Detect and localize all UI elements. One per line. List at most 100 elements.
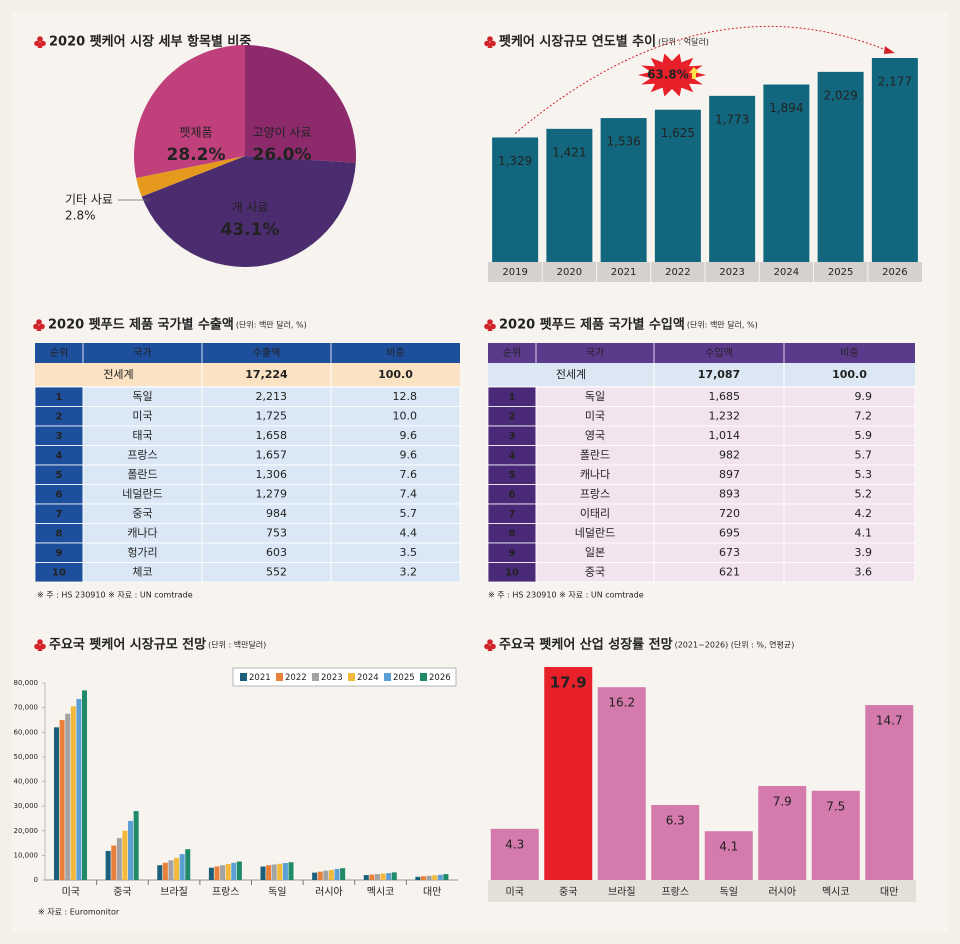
share: 9.6 <box>400 449 418 462</box>
annotation: 63.8% <box>647 68 689 82</box>
country: 캐나다 <box>127 527 157 540</box>
x-tick-label: 미국 <box>506 886 524 898</box>
legend-swatch <box>348 673 355 681</box>
value-label: 1,329 <box>498 154 532 168</box>
country: 폴란드 <box>127 468 157 481</box>
header-cell: 비중 <box>840 347 858 359</box>
legend-swatch <box>384 673 391 681</box>
bar <box>236 861 242 880</box>
share: 4.2 <box>855 507 873 520</box>
amount: 1,306 <box>256 468 288 481</box>
x-tick-label: 중국 <box>113 886 131 898</box>
bar <box>317 871 323 880</box>
club-icon <box>34 643 40 650</box>
legend-label: 2022 <box>285 673 307 683</box>
share: 4.1 <box>855 527 873 540</box>
x-tick-label: 대만 <box>880 886 898 898</box>
club-icon <box>40 40 46 47</box>
bar <box>157 865 163 880</box>
bar <box>432 875 438 880</box>
bar <box>65 713 71 880</box>
bar <box>597 687 646 880</box>
share: 4.4 <box>400 527 418 540</box>
total-cell: 17,087 <box>698 368 740 381</box>
country: 폴란드 <box>580 449 610 462</box>
club-icon <box>36 319 42 325</box>
y-tick-label: 50,000 <box>14 753 39 761</box>
slice-label: 개 사료 <box>232 201 269 215</box>
row <box>535 562 916 583</box>
bar <box>266 865 272 880</box>
bar <box>654 109 701 262</box>
share: 5.7 <box>855 449 873 462</box>
header-cell: 비중 <box>386 347 404 359</box>
rank: 1 <box>56 392 63 403</box>
header-cell: 국가 <box>133 347 151 359</box>
y-tick-label: 0 <box>34 876 38 884</box>
amount: 753 <box>266 527 287 540</box>
bar <box>817 71 864 263</box>
y-tick-label: 20,000 <box>14 827 39 835</box>
share: 5.9 <box>855 429 873 442</box>
bar <box>312 872 318 880</box>
country: 프랑스 <box>127 449 157 462</box>
club-icon <box>484 323 490 330</box>
share: 7.6 <box>400 468 418 481</box>
bar <box>122 830 128 880</box>
pie-slice <box>134 45 245 178</box>
slice-label: 고양이 사료 <box>252 126 311 140</box>
x-tick-label: 브라질 <box>160 886 188 898</box>
y-tick-label: 80,000 <box>14 679 39 687</box>
bar <box>651 805 700 880</box>
country: 영국 <box>585 429 605 442</box>
share: 7.2 <box>855 410 873 423</box>
value-label: 26.0% <box>253 145 312 165</box>
club-icon <box>33 323 39 330</box>
rank: 1 <box>509 392 516 403</box>
club-icon <box>484 643 490 650</box>
header-cell: 수출액 <box>253 347 281 359</box>
total-cell: 100.0 <box>832 368 867 381</box>
amount: 984 <box>266 507 287 520</box>
bar <box>391 872 397 880</box>
value-label: 16.2 <box>608 696 635 710</box>
value-label: 2,177 <box>878 75 912 89</box>
share: 3.9 <box>855 546 873 559</box>
bar <box>374 874 380 880</box>
amount: 1,232 <box>709 410 741 423</box>
bar <box>271 864 277 880</box>
bar <box>231 862 237 880</box>
legend-label: 2026 <box>429 673 451 683</box>
bar <box>380 873 386 880</box>
x-tick-label: 2023 <box>719 267 744 278</box>
bar <box>871 58 918 262</box>
country: 헝가리 <box>127 546 157 559</box>
legend-swatch <box>420 673 427 681</box>
x-tick-label: 2021 <box>611 267 636 278</box>
club-icon <box>487 42 493 48</box>
country: 체코 <box>132 566 152 579</box>
country: 네덜란드 <box>575 527 615 540</box>
club-icon <box>37 645 43 651</box>
club-icon <box>39 323 45 330</box>
header-cell: 순위 <box>503 346 521 359</box>
share: 5.3 <box>855 468 873 481</box>
bar <box>82 690 88 880</box>
rank: 10 <box>52 568 66 579</box>
chart-title: 2020 펫푸드 제품 국가별 수출액 <box>48 317 234 333</box>
x-tick-label: 멕시코 <box>367 886 395 898</box>
club-icon <box>40 643 46 650</box>
bar <box>288 862 294 880</box>
share: 9.9 <box>855 390 873 403</box>
bar <box>277 863 283 880</box>
x-tick-label: 2019 <box>502 267 527 278</box>
total-cell: 전세계 <box>103 368 133 381</box>
bar <box>323 870 329 880</box>
value-label: 2.8% <box>65 209 96 223</box>
header-cell: 순위 <box>50 346 68 359</box>
x-tick-label: 독일 <box>720 886 738 898</box>
country: 미국 <box>132 410 152 423</box>
amount: 2,213 <box>256 390 288 403</box>
x-tick-label: 러시아 <box>315 886 343 898</box>
bar <box>111 845 117 880</box>
